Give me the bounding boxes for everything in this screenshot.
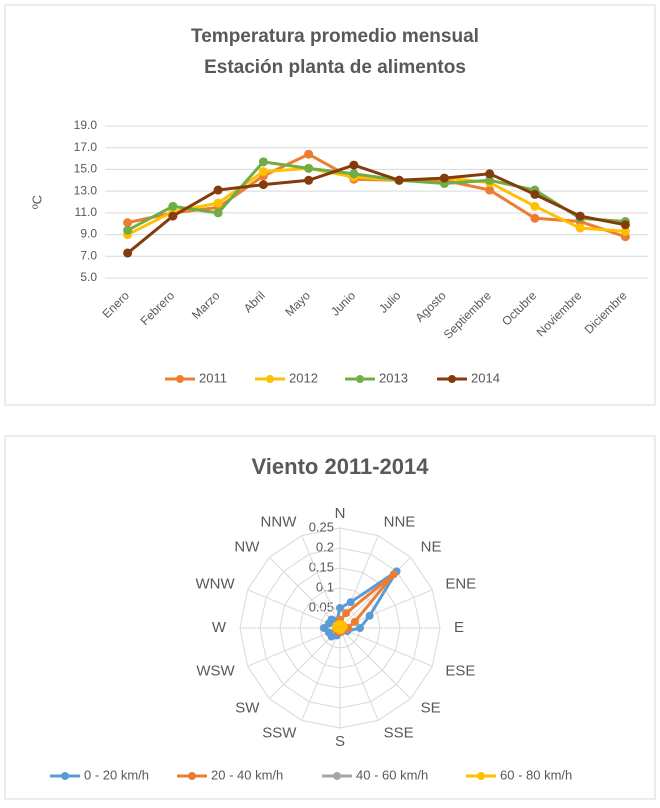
- spoke: [339, 627, 379, 721]
- category-label: ENE: [445, 575, 476, 592]
- r-tick-label: 0.2: [316, 539, 334, 554]
- point: [258, 157, 268, 167]
- point: [336, 604, 344, 612]
- y-tick-label: 19.0: [74, 118, 98, 132]
- point: [304, 175, 314, 185]
- legend-marker: [333, 772, 341, 780]
- point: [304, 149, 314, 159]
- legend-label: 20 - 40 km/h: [211, 767, 283, 782]
- spoke: [268, 556, 341, 629]
- category-label: SW: [235, 700, 260, 717]
- r-tick-label: 0.05: [309, 599, 334, 614]
- category-label: NNE: [384, 514, 416, 531]
- legend-label: 0 - 20 km/h: [84, 767, 149, 782]
- legend-marker: [266, 375, 274, 383]
- y-tick-label: 11.0: [75, 205, 98, 219]
- series-line: [126, 166, 626, 236]
- legend-marker: [61, 772, 69, 780]
- point: [258, 180, 268, 190]
- point: [575, 223, 585, 233]
- legend-marker: [176, 375, 184, 383]
- category-label: N: [335, 505, 346, 522]
- point: [123, 218, 133, 228]
- legend-marker: [448, 375, 456, 383]
- legend-label: 40 - 60 km/h: [356, 767, 428, 782]
- point: [123, 225, 133, 235]
- point: [123, 248, 133, 258]
- point: [213, 185, 223, 195]
- point: [356, 624, 364, 632]
- category-label: WNW: [196, 575, 236, 592]
- point: [168, 211, 178, 221]
- point: [365, 611, 374, 620]
- category-label: NE: [421, 538, 442, 555]
- point: [530, 213, 540, 223]
- point: [394, 175, 404, 185]
- point: [168, 201, 178, 211]
- r-tick-label: 0.25: [309, 519, 334, 534]
- category-label: SSW: [262, 724, 297, 741]
- point: [439, 173, 449, 183]
- point: [575, 211, 585, 221]
- series-line: [126, 163, 626, 255]
- y-tick-label: 5.0: [80, 270, 97, 284]
- point: [485, 175, 495, 185]
- category-label: ESE: [445, 663, 475, 680]
- y-tick-label: 17.0: [74, 140, 98, 154]
- point: [530, 201, 540, 211]
- point: [304, 163, 314, 173]
- category-label: S: [335, 733, 345, 750]
- category-label: WSW: [196, 663, 235, 680]
- y-tick-label: 13.0: [74, 183, 98, 197]
- point: [350, 617, 359, 626]
- y-axis-label: ºC: [29, 195, 44, 209]
- point: [213, 198, 223, 208]
- category-label: NW: [234, 538, 260, 555]
- legend-marker: [477, 772, 485, 780]
- legend-marker: [356, 375, 364, 383]
- point: [620, 226, 630, 236]
- spoke: [339, 627, 412, 700]
- point: [334, 620, 343, 629]
- r-tick-label: 0.15: [309, 559, 334, 574]
- point: [342, 609, 351, 618]
- category-label: E: [454, 619, 464, 636]
- point: [530, 189, 540, 199]
- legend-label: 2011: [199, 370, 227, 385]
- chart-title: Viento 2011-2014: [252, 454, 430, 479]
- category-label: NNW: [261, 514, 298, 531]
- legend-label: 60 - 80 km/h: [500, 767, 572, 782]
- point: [485, 169, 495, 179]
- point: [258, 167, 268, 177]
- spoke: [268, 627, 341, 700]
- spoke: [301, 535, 341, 629]
- chart-title: Temperatura promedio mensual: [191, 26, 479, 47]
- point: [389, 570, 398, 579]
- y-tick-label: 15.0: [74, 162, 98, 176]
- spoke: [301, 627, 341, 721]
- category-label: SE: [421, 700, 441, 717]
- spoke: [247, 627, 341, 667]
- chart-subtitle: Estación planta de alimentos: [204, 57, 466, 78]
- point: [213, 208, 223, 218]
- r-tick-label: 0.1: [316, 579, 334, 594]
- y-tick-label: 9.0: [80, 227, 97, 241]
- point: [349, 160, 359, 170]
- category-label: SSE: [384, 724, 414, 741]
- spoke: [339, 627, 433, 667]
- point: [346, 598, 355, 607]
- spoke: [247, 589, 341, 629]
- chart-frame: [4, 4, 656, 406]
- y-tick-label: 7.0: [80, 248, 97, 262]
- legend-label: 2013: [379, 370, 408, 385]
- point: [620, 220, 630, 230]
- legend-label: 2014: [471, 370, 500, 385]
- point: [349, 169, 359, 179]
- legend-label: 2012: [289, 370, 318, 385]
- legend-marker: [188, 772, 196, 780]
- series-line: [126, 160, 626, 232]
- point: [485, 185, 495, 195]
- category-label: W: [212, 619, 227, 636]
